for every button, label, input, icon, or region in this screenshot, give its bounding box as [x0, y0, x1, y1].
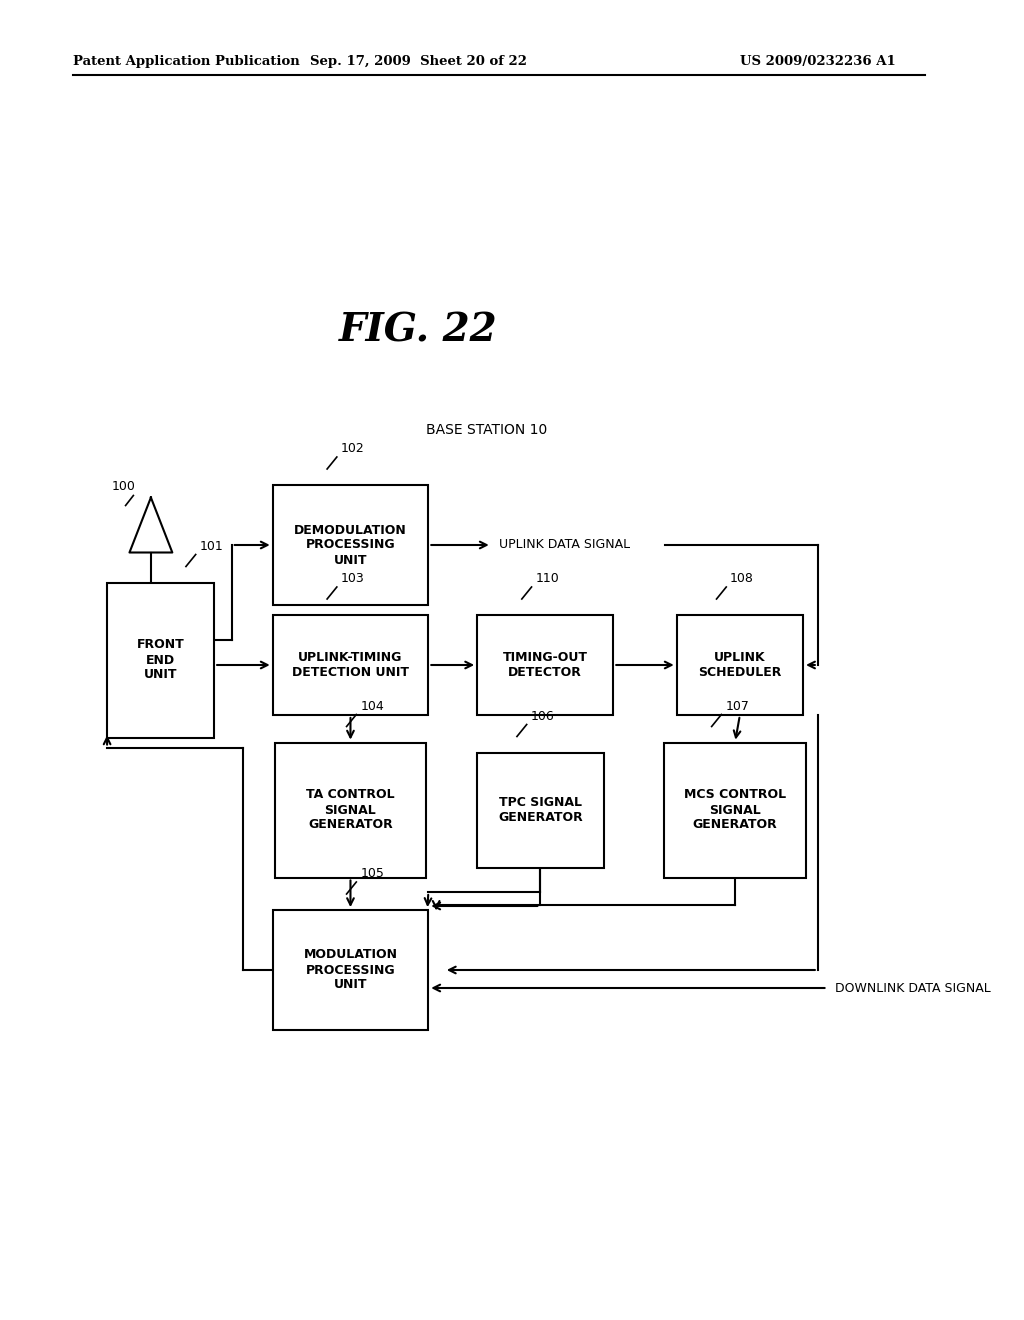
Text: DEMODULATION
PROCESSING
UNIT: DEMODULATION PROCESSING UNIT: [294, 524, 407, 566]
Bar: [272, 615, 428, 715]
Text: 104: 104: [360, 700, 384, 713]
Text: 106: 106: [530, 710, 554, 722]
Text: Patent Application Publication: Patent Application Publication: [73, 55, 300, 69]
Bar: [677, 615, 803, 715]
Text: FIG. 22: FIG. 22: [339, 312, 498, 348]
Text: 108: 108: [730, 572, 754, 585]
Text: UPLINK
SCHEDULER: UPLINK SCHEDULER: [698, 651, 781, 678]
Text: TA CONTROL
SIGNAL
GENERATOR: TA CONTROL SIGNAL GENERATOR: [306, 788, 395, 832]
Bar: [665, 742, 806, 878]
Text: 107: 107: [725, 700, 750, 713]
Bar: [272, 484, 428, 605]
Text: 103: 103: [341, 572, 365, 585]
Text: US 2009/0232236 A1: US 2009/0232236 A1: [740, 55, 896, 69]
Bar: [272, 909, 428, 1030]
Text: 110: 110: [536, 572, 559, 585]
Text: TIMING-OUT
DETECTOR: TIMING-OUT DETECTOR: [503, 651, 588, 678]
Text: DOWNLINK DATA SIGNAL: DOWNLINK DATA SIGNAL: [836, 982, 991, 994]
Text: 101: 101: [200, 540, 223, 553]
Text: Sep. 17, 2009  Sheet 20 of 22: Sep. 17, 2009 Sheet 20 of 22: [310, 55, 527, 69]
Bar: [477, 752, 603, 867]
Text: 100: 100: [112, 479, 136, 492]
Bar: [108, 582, 214, 738]
Text: MODULATION
PROCESSING
UNIT: MODULATION PROCESSING UNIT: [303, 949, 397, 991]
Text: BASE STATION 10: BASE STATION 10: [426, 422, 548, 437]
Text: 102: 102: [341, 442, 365, 455]
Text: MCS CONTROL
SIGNAL
GENERATOR: MCS CONTROL SIGNAL GENERATOR: [684, 788, 786, 832]
Bar: [275, 742, 426, 878]
Bar: [477, 615, 613, 715]
Text: 105: 105: [360, 867, 384, 880]
Text: UPLINK-TIMING
DETECTION UNIT: UPLINK-TIMING DETECTION UNIT: [292, 651, 409, 678]
Text: TPC SIGNAL
GENERATOR: TPC SIGNAL GENERATOR: [498, 796, 583, 824]
Text: FRONT
END
UNIT: FRONT END UNIT: [137, 639, 184, 681]
Text: UPLINK DATA SIGNAL: UPLINK DATA SIGNAL: [500, 539, 631, 552]
